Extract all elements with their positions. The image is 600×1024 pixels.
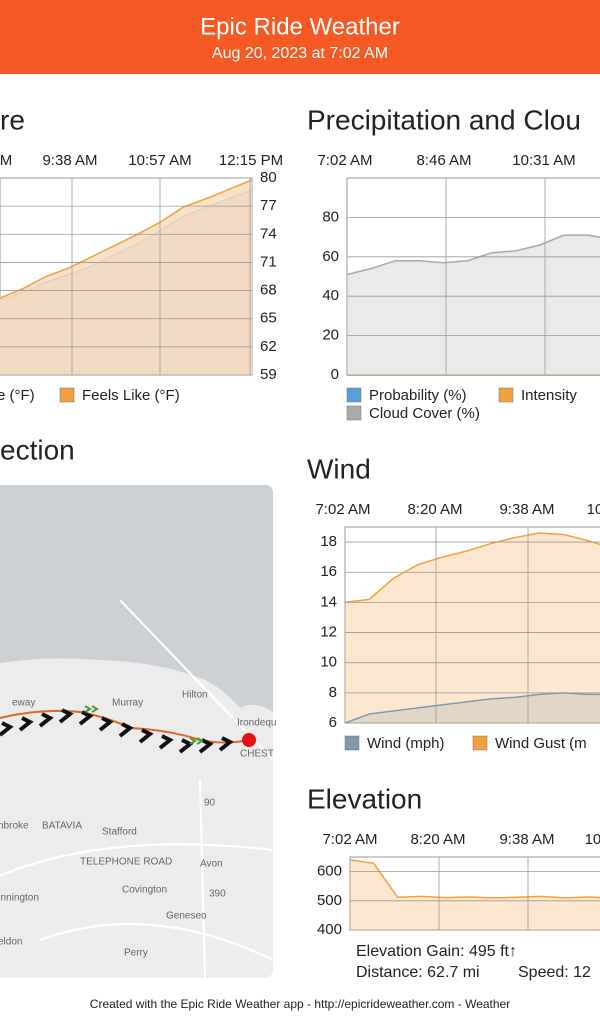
y-tick-label: 65 (260, 310, 277, 327)
legend-label: Wind (mph) (367, 735, 445, 752)
y-tick-label: 62 (260, 338, 277, 355)
subtitle: Aug 20, 2023 at 7:02 AM (212, 45, 388, 62)
y-tick-label: 14 (320, 593, 337, 610)
legend-swatch (346, 387, 362, 403)
y-tick-label: 74 (260, 225, 277, 242)
legend-swatch (344, 735, 360, 751)
stat: Elevation Gain: 495 ft↑ (356, 943, 517, 960)
legend-label: Probability (%) (369, 387, 467, 404)
legend-label: Cloud Cover (%) (369, 405, 480, 422)
map-label: TELEPHONE ROAD (80, 857, 172, 868)
map-label: 90 (204, 798, 216, 809)
y-tick-label: 8 (329, 684, 337, 701)
y-tick-label: 10 (320, 654, 337, 671)
area (345, 533, 600, 723)
x-tick-label: 8:20 AM (410, 831, 465, 848)
map-label: Geneseo (166, 911, 207, 922)
chart-title: Wind (307, 453, 371, 484)
x-tick-label: 10:31 AM (512, 152, 575, 169)
chart-title: Elevation (307, 783, 422, 814)
area (347, 235, 600, 375)
map-label: BATAVIA (42, 821, 82, 832)
x-tick-label: 8:20 AM (407, 501, 462, 518)
map-label: eldon (0, 937, 22, 948)
map-lake (0, 485, 273, 712)
map-roads (0, 599, 274, 979)
x-tick-label: 9:38 AM (499, 831, 554, 848)
x-tick-label: 12:15 PM (219, 152, 283, 169)
y-tick-label: 68 (260, 282, 277, 299)
tailwind-marks (84, 705, 204, 745)
map-label: Murray (112, 698, 143, 709)
map-label: nbroke (0, 821, 29, 832)
area (350, 859, 600, 930)
footer: Created with the Epic Ride Weather app -… (90, 997, 510, 1011)
legend-label: re (°F) (0, 387, 35, 404)
y-tick-label: 71 (260, 253, 277, 270)
y-tick-label: 6 (329, 714, 337, 731)
y-tick-label: 80 (322, 208, 339, 225)
y-tick-label: 77 (260, 197, 277, 214)
stat: Distance: 62.7 mi (356, 964, 480, 981)
header-bar (0, 0, 600, 74)
map-label: eway (12, 698, 35, 709)
area (0, 179, 252, 375)
y-tick-label: 59 (260, 366, 277, 383)
x-tick-label: 7:02 AM (322, 831, 377, 848)
map-label: Perry (124, 948, 148, 959)
map-label: Avon (200, 859, 223, 870)
map-label: Irondequ (237, 718, 276, 729)
y-tick-label: 80 (260, 169, 277, 186)
x-tick-label: 7:02 AM (315, 501, 370, 518)
x-tick-label: 10 (587, 501, 600, 518)
x-tick-label: 9:38 AM (499, 501, 554, 518)
x-tick-label: 10:57 AM (128, 152, 191, 169)
map-label: Stafford (102, 827, 137, 838)
map (0, 485, 274, 979)
line (0, 179, 253, 299)
legend-label: Wind Gust (m (495, 735, 587, 752)
end-marker (242, 733, 256, 747)
map-label: 390 (209, 889, 226, 900)
y-tick-label: 40 (322, 287, 339, 304)
legend-label: Feels Like (°F) (82, 387, 180, 404)
y-tick-label: 500 (317, 892, 342, 909)
y-tick-label: 600 (317, 863, 342, 880)
chart-title: re (0, 104, 25, 135)
y-tick-label: 0 (331, 366, 339, 383)
x-tick-label: 8:46 AM (416, 152, 471, 169)
legend-swatch (346, 405, 362, 421)
legend-label: Intensity (521, 387, 577, 404)
y-tick-label: 20 (322, 327, 339, 344)
legend-swatch (472, 735, 488, 751)
x-tick-label: 7:02 AM (317, 152, 372, 169)
legend-swatch (498, 387, 514, 403)
stat: Speed: 12 (518, 964, 591, 981)
legend-swatch (59, 387, 75, 403)
map-label: Hilton (182, 690, 208, 701)
app-title: Epic Ride Weather (200, 13, 400, 40)
line (349, 859, 600, 899)
x-tick-label: 9:38 AM (42, 152, 97, 169)
chart-title: Precipitation and Clou (307, 104, 581, 135)
x-tick-label: M (0, 152, 12, 169)
map-label: Covington (122, 885, 167, 896)
area (345, 692, 600, 723)
y-tick-label: 18 (320, 533, 337, 550)
map-label: ennington (0, 893, 39, 904)
y-tick-label: 12 (320, 624, 337, 641)
y-tick-label: 16 (320, 563, 337, 580)
y-tick-label: 400 (317, 921, 342, 938)
map-label: CHEST (240, 749, 274, 760)
x-tick-label: 10: (585, 831, 600, 848)
map-title: ection (0, 434, 75, 465)
y-tick-label: 60 (322, 248, 339, 265)
line (344, 532, 600, 604)
